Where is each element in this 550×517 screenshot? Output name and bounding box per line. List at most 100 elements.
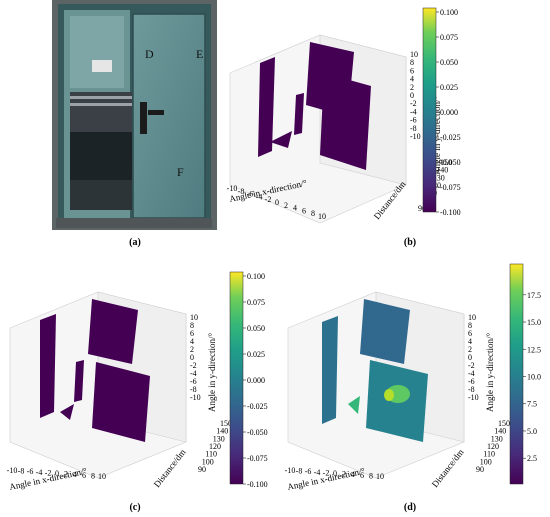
plot-c-xtick: 10 bbox=[98, 472, 106, 481]
plot-b-xtick: -4 bbox=[256, 192, 263, 201]
plot-d-xtick: 4 bbox=[351, 470, 355, 479]
plot-b-xtick: 2 bbox=[284, 201, 288, 210]
plot-b-xtick: -2 bbox=[265, 195, 272, 204]
plot-c-ztick: 8 bbox=[190, 321, 194, 330]
plot-b-ztick: 10 bbox=[410, 50, 418, 59]
plot-d-xtick: -2 bbox=[323, 468, 330, 477]
plot-d-xtick: -10 bbox=[285, 466, 296, 475]
plot-d-xtick: 8 bbox=[369, 471, 373, 480]
colorbar-tick-label: 0.100 bbox=[440, 8, 458, 17]
plot-b-points bbox=[258, 42, 371, 170]
plot-c-ztick: 2 bbox=[190, 345, 194, 354]
plot-b-ztick: 8 bbox=[410, 58, 414, 67]
plot-c-ztick: -8 bbox=[190, 385, 197, 394]
plot-b-ytick: 140 bbox=[436, 166, 448, 175]
photo-label-e: E bbox=[196, 47, 203, 61]
plot-c-ztick: 4 bbox=[190, 337, 194, 346]
plot-d-xtick: -4 bbox=[314, 468, 321, 477]
plot-d-ztick: -8 bbox=[468, 385, 475, 394]
caption-b: (b) bbox=[404, 237, 416, 248]
plot-b-ztick: 0 bbox=[410, 91, 414, 100]
plot-b-ztick: -6 bbox=[410, 116, 417, 125]
plot-c: Angle in x-direction/° Distance/dm Angle… bbox=[7, 291, 232, 492]
plot-d-ytick: 130 bbox=[491, 434, 503, 443]
plot-c-ztick: -6 bbox=[190, 377, 197, 386]
plot-c-ztick: 0 bbox=[190, 353, 194, 362]
plot-b-xtick: 0 bbox=[275, 198, 279, 207]
plot-b-ztick: -2 bbox=[410, 99, 417, 108]
colorbar-c: 0.100 0.075 0.050 0.025 0.000 -0.025 -0.050 -0.… bbox=[229, 271, 268, 489]
plot-b-ytick: 130 bbox=[433, 173, 445, 182]
plot-b-xtick: -6 bbox=[247, 190, 254, 199]
plot-d-xtick: 2 bbox=[342, 470, 346, 479]
colorbar-tick-label: 0.000 bbox=[440, 108, 458, 117]
plot-d-ztick: -6 bbox=[468, 377, 475, 386]
plot-d-xtick: 6 bbox=[360, 471, 364, 480]
colorbar-tick-label: 0.075 bbox=[247, 298, 265, 307]
plot-c-xtick: 6 bbox=[82, 471, 86, 480]
plot-b-ztick: 6 bbox=[410, 66, 414, 75]
plot-d-xtick: -8 bbox=[296, 467, 303, 476]
plot-c-xtick: 0 bbox=[55, 469, 59, 478]
plot-d-ytick: 140 bbox=[494, 427, 506, 436]
plot-d-ztick: 0 bbox=[468, 353, 472, 362]
colorbar-tick-label: -0.050 bbox=[440, 158, 461, 167]
plot-d-points bbox=[322, 299, 428, 442]
plot-b-xtick: 6 bbox=[302, 206, 306, 215]
plot-d-ytick: 90 bbox=[476, 465, 484, 474]
colorbar-tick-label: 0.100 bbox=[247, 272, 265, 281]
plot-d-ztick: 2 bbox=[468, 345, 472, 354]
plot-d-ytick: 150 bbox=[498, 419, 510, 428]
door-photo: D E F bbox=[52, 0, 217, 230]
plot-c-ytick: 90 bbox=[198, 465, 206, 474]
colorbar-tick-label: -0.075 bbox=[247, 454, 268, 463]
plot-d: Angle in x-direction/° Distance/dm Angle… bbox=[285, 291, 510, 492]
plot-d-ytick: 100 bbox=[480, 457, 492, 466]
colorbar-tick-label: 7.5 bbox=[527, 400, 537, 409]
plot-d-ztick: 10 bbox=[468, 313, 476, 322]
plot-c-xtick: -2 bbox=[45, 468, 52, 477]
plot-c-ytick: 140 bbox=[216, 427, 228, 436]
plot-c-ytick: 130 bbox=[213, 434, 225, 443]
plot-d-xtick: 0 bbox=[333, 469, 337, 478]
plot-c-xtick: 4 bbox=[73, 470, 77, 479]
plot-b-ztick: -10 bbox=[410, 132, 421, 141]
colorbar-tick-label: 2.5 bbox=[527, 454, 537, 463]
plot-d-ytick: 110 bbox=[483, 450, 495, 459]
plot-d-xtick: 10 bbox=[376, 472, 384, 481]
plot-c-ztick: -4 bbox=[190, 369, 197, 378]
plot-c-ytick: 150 bbox=[220, 419, 232, 428]
colorbar-tick-label: -0.100 bbox=[440, 208, 461, 217]
plot-b-ztick: 2 bbox=[410, 83, 414, 92]
plot-c-xtick: -6 bbox=[27, 467, 34, 476]
colorbar-tick-label: 10.0 bbox=[527, 373, 541, 382]
colorbar-tick-label: 0.000 bbox=[247, 376, 265, 385]
colorbar-tick-label: -0.025 bbox=[247, 402, 268, 411]
plot-c-xtick: -10 bbox=[7, 466, 18, 475]
plot-b-ytick: 90 bbox=[418, 204, 426, 213]
plot-c-xtick: -8 bbox=[18, 467, 25, 476]
plot-d-zlabel: Angle in y-direction/° bbox=[485, 333, 495, 412]
plot-c-ytick: 110 bbox=[205, 450, 217, 459]
colorbar-tick-label: -0.100 bbox=[247, 480, 268, 489]
colorbar-tick-label: 0.050 bbox=[440, 58, 458, 67]
plot-c-zlabel: Angle in y-direction/° bbox=[207, 333, 217, 412]
plot-d-ztick: -10 bbox=[468, 393, 479, 402]
plot-c-xtick: 2 bbox=[64, 470, 68, 479]
colorbar-d: 17.5 15.0 12.5 10.0 7.5 5.0 2.5 bbox=[509, 263, 541, 485]
caption-d: (d) bbox=[404, 502, 416, 513]
plot-d-ztick: 4 bbox=[468, 337, 472, 346]
plot-d-xtick: -6 bbox=[305, 467, 312, 476]
plot-b-ztick: -8 bbox=[410, 124, 417, 133]
plot-c-ztick: -10 bbox=[190, 393, 201, 402]
plot-b-zlabel: Angle in y-direction/° bbox=[432, 96, 442, 175]
plot-c-xtick: 8 bbox=[91, 471, 95, 480]
colorbar-tick-label: 17.5 bbox=[527, 291, 541, 300]
plot-d-ztick: 8 bbox=[468, 321, 472, 330]
plot-c-ztick: -2 bbox=[190, 361, 197, 370]
colorbar-tick-label: 0.075 bbox=[440, 33, 458, 42]
plot-b-xtick: -10 bbox=[227, 184, 238, 193]
plot-d-ztick: -4 bbox=[468, 369, 475, 378]
plot-d-ztick: -2 bbox=[468, 361, 475, 370]
plot-b-xtick: 8 bbox=[311, 209, 315, 218]
